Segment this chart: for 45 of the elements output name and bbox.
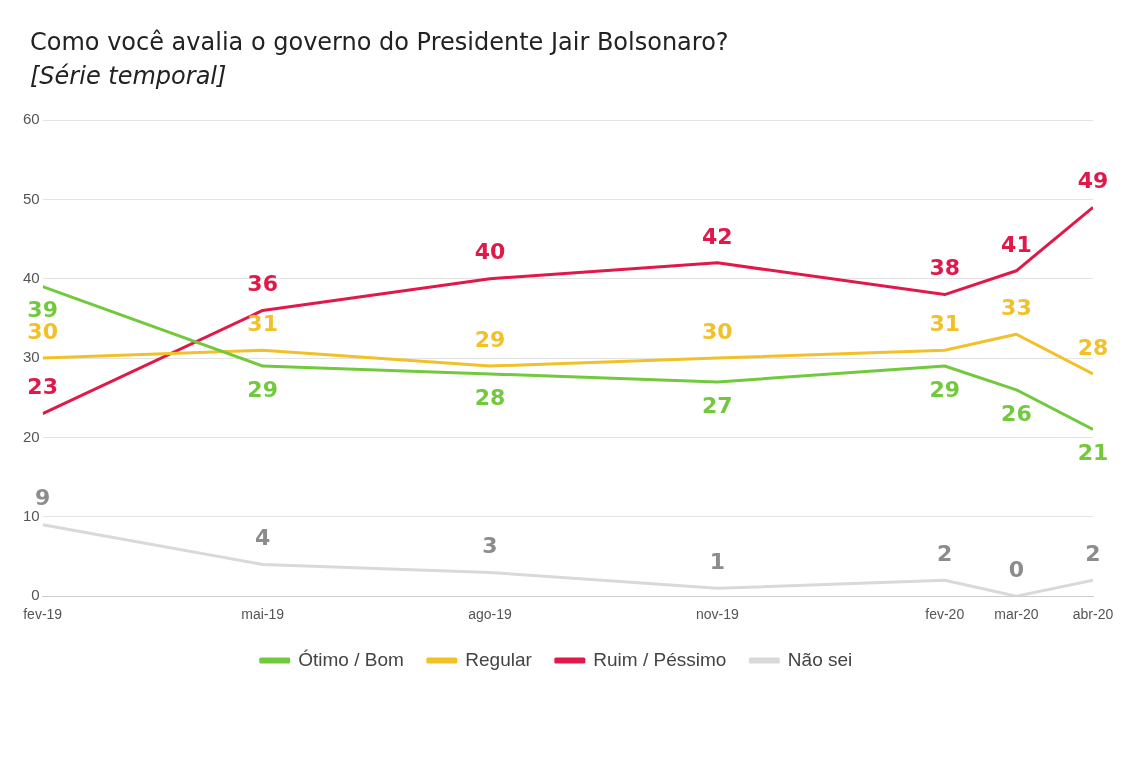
data-label: 31 xyxy=(247,310,278,336)
data-label: 41 xyxy=(1001,231,1032,257)
data-label: 29 xyxy=(929,376,961,402)
y-tick-label: 30 xyxy=(23,348,40,366)
data-label: 38 xyxy=(929,255,961,281)
data-label: 28 xyxy=(1077,334,1109,360)
legend-label: Regular xyxy=(465,648,533,670)
x-tick-label: abr-20 xyxy=(1072,606,1114,623)
x-tick-label: mai-19 xyxy=(241,606,285,623)
data-label: 2 xyxy=(1085,541,1101,567)
x-tick-label: nov-19 xyxy=(695,606,739,623)
y-tick-label: 0 xyxy=(31,586,40,604)
x-tick-label: fev-20 xyxy=(925,606,965,623)
x-tick-label: fev-19 xyxy=(23,606,63,623)
data-label: 33 xyxy=(1001,295,1032,321)
data-label: 2 xyxy=(937,541,953,567)
chart-subtitle: [Série temporal] xyxy=(30,62,228,90)
data-label: 0 xyxy=(1008,556,1025,582)
data-label: 23 xyxy=(27,374,58,400)
legend-label: Ruim / Péssimo xyxy=(593,648,727,670)
legend-label: Não sei xyxy=(787,648,853,670)
data-label: 49 xyxy=(1077,168,1109,194)
data-label: 36 xyxy=(247,271,278,297)
data-label: 29 xyxy=(247,376,278,402)
data-label: 29 xyxy=(474,326,506,352)
data-label: 42 xyxy=(702,223,733,249)
y-tick-label: 20 xyxy=(23,427,40,445)
data-label: 28 xyxy=(474,384,506,410)
legend-label: Ótimo / Bom xyxy=(298,648,404,670)
y-tick-label: 50 xyxy=(23,189,40,207)
x-tick-label: ago-19 xyxy=(468,606,513,623)
data-label: 4 xyxy=(254,525,271,551)
x-tick-label: mar-20 xyxy=(994,606,1039,623)
data-label: 21 xyxy=(1077,440,1109,466)
data-label: 1 xyxy=(709,548,726,574)
y-tick-label: 60 xyxy=(23,110,40,128)
data-label: 27 xyxy=(702,392,733,418)
data-label: 26 xyxy=(1001,400,1032,426)
data-label: 3 xyxy=(482,533,498,559)
chart-title: Como você avalia o governo do Presidente Jair Bolsonaro? xyxy=(30,28,730,56)
data-label: 39 xyxy=(27,297,58,323)
data-label: 30 xyxy=(702,318,733,344)
y-tick-label: 40 xyxy=(23,268,40,286)
data-label: 31 xyxy=(929,310,961,336)
data-label: 40 xyxy=(474,239,506,265)
